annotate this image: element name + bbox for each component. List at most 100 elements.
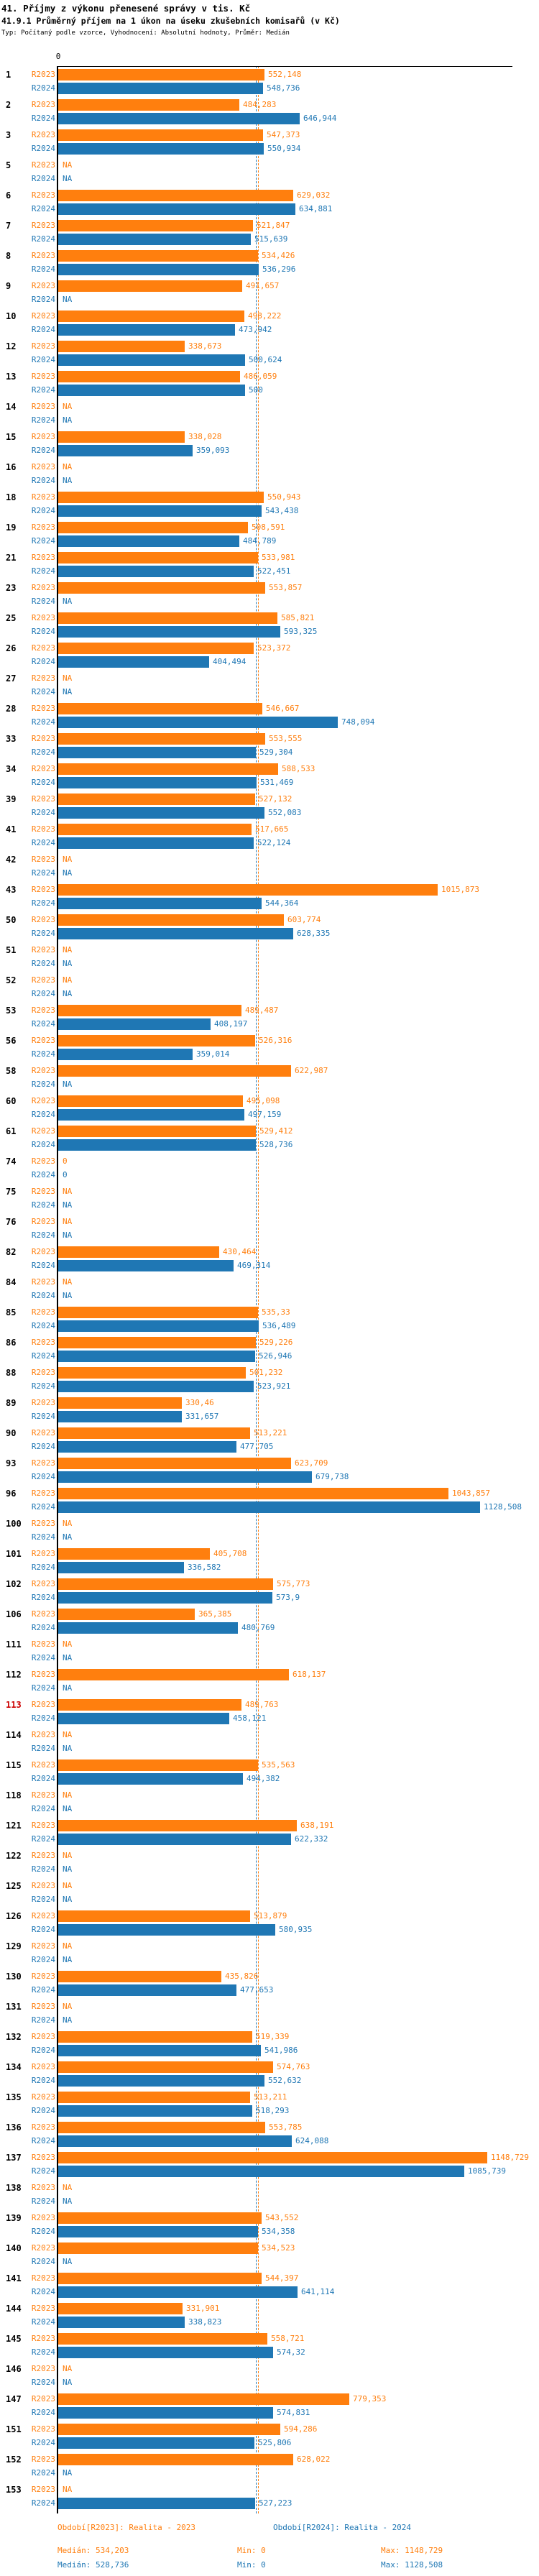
series-label-r2024: R2024 [31, 1321, 55, 1330]
row-number: 26 [6, 643, 17, 653]
row-number: 138 [6, 2183, 22, 2193]
value-label-r2024: NA [63, 1532, 73, 1542]
median-line-r2024 [255, 66, 257, 2513]
series-label-r2023: R2023 [31, 2304, 55, 2313]
row-number: 82 [6, 1247, 17, 1257]
bar-r2024 [58, 1320, 259, 1332]
series-label-r2023: R2023 [31, 553, 55, 562]
row-number: 74 [6, 1156, 17, 1167]
row-number: 102 [6, 1579, 22, 1589]
bar-r2024 [58, 717, 338, 728]
series-label-r2024: R2024 [31, 1291, 55, 1300]
series-label-r2023: R2023 [31, 1881, 55, 1890]
series-label-r2024: R2024 [31, 355, 55, 364]
value-label-r2024: 580,935 [279, 1925, 313, 1934]
series-label-r2024: R2024 [31, 1230, 55, 1240]
value-label-r2023: 495,098 [247, 1096, 280, 1105]
value-label-r2024: NA [63, 1744, 73, 1753]
row-number: 144 [6, 2304, 22, 2314]
series-label-r2024: R2024 [31, 748, 55, 757]
bar-r2024 [58, 807, 264, 819]
series-label-r2023: R2023 [31, 1972, 55, 1981]
series-label-r2023: R2023 [31, 1217, 55, 1226]
series-label-r2023: R2023 [31, 432, 55, 441]
series-label-r2024: R2024 [31, 174, 55, 183]
value-label-r2024: 477,705 [240, 1442, 274, 1451]
value-label-r2024: 527,223 [259, 2498, 292, 2508]
value-label-r2024: 526,946 [259, 1351, 292, 1361]
value-label-r2023: NA [63, 1187, 73, 1196]
row-number: 6 [6, 190, 11, 201]
series-label-r2024: R2024 [31, 476, 55, 485]
value-label-r2023: 638,191 [300, 1821, 334, 1830]
value-label-r2023: 517,665 [255, 824, 289, 834]
value-label-r2023: 588,533 [282, 764, 315, 773]
series-label-r2024: R2024 [31, 2166, 55, 2176]
series-label-r2024: R2024 [31, 1110, 55, 1119]
row-number: 122 [6, 1851, 22, 1861]
series-label-r2024: R2024 [31, 2498, 55, 2508]
value-label-r2024: 359,093 [196, 446, 230, 455]
series-label-r2023: R2023 [31, 100, 55, 109]
value-label-r2024: 574,32 [277, 2347, 305, 2357]
series-label-r2024: R2024 [31, 1049, 55, 1059]
bar-r2023 [58, 99, 239, 111]
bar-r2023 [58, 1367, 246, 1379]
bar-r2024 [58, 505, 262, 517]
bar-r2023 [58, 884, 438, 896]
value-label-r2024: 494,382 [247, 1774, 280, 1783]
series-label-r2023: R2023 [31, 2153, 55, 2162]
series-label-r2024: R2024 [31, 2347, 55, 2357]
series-label-r2024: R2024 [31, 1593, 55, 1602]
bar-r2023 [58, 2393, 349, 2405]
value-label-r2024: 408,197 [214, 1019, 248, 1029]
bar-r2023 [58, 763, 278, 775]
value-label-r2024: 473,942 [239, 325, 272, 334]
value-label-r2023: NA [63, 2485, 73, 2494]
value-label-r2023: 558,721 [271, 2334, 305, 2343]
value-label-r2023: NA [63, 1941, 73, 1951]
value-label-r2024: 528,736 [259, 1140, 293, 1149]
row-number: 3 [6, 130, 11, 140]
value-label-r2024: NA [63, 415, 73, 425]
value-label-r2023: 1148,729 [491, 2153, 529, 2162]
value-label-r2023: NA [63, 855, 73, 864]
value-label-r2023: 534,523 [262, 2243, 295, 2253]
y-axis-line [57, 66, 58, 2513]
value-label-r2023: NA [63, 1217, 73, 1226]
series-label-r2023: R2023 [31, 402, 55, 411]
row-number: 19 [6, 523, 17, 533]
value-label-r2024: 550,934 [267, 144, 301, 153]
value-label-r2023: 330,46 [185, 1398, 214, 1407]
bar-r2023 [58, 1005, 241, 1016]
bar-r2024 [58, 203, 295, 215]
value-label-r2024: 518,293 [256, 2106, 290, 2115]
series-label-r2024: R2024 [31, 1200, 55, 1210]
series-label-r2023: R2023 [31, 2394, 55, 2404]
series-label-r2023: R2023 [31, 945, 55, 954]
value-label-r2024: NA [63, 1230, 73, 1240]
value-label-r2023: NA [63, 2183, 73, 2192]
row-number: 100 [6, 1519, 22, 1529]
bar-r2024 [58, 1109, 244, 1121]
value-label-r2023: 553,555 [269, 734, 303, 743]
value-label-r2024: 1128,508 [484, 1502, 522, 1512]
series-label-r2023: R2023 [31, 372, 55, 381]
series-label-r2024: R2024 [31, 2257, 55, 2266]
series-label-r2023: R2023 [31, 1156, 55, 1166]
value-label-r2023: 430,464 [223, 1247, 257, 1256]
bar-r2023 [58, 1910, 250, 1922]
series-label-r2023: R2023 [31, 251, 55, 260]
value-label-r2023: 629,032 [297, 190, 331, 200]
series-label-r2023: R2023 [31, 2122, 55, 2132]
series-label-r2024: R2024 [31, 446, 55, 455]
bar-r2023 [58, 914, 284, 926]
series-label-r2024: R2024 [31, 929, 55, 938]
value-label-r2023: 779,353 [353, 2394, 387, 2404]
row-number: 139 [6, 2213, 22, 2223]
bar-r2024 [58, 2407, 273, 2419]
row-number: 136 [6, 2122, 22, 2133]
row-number: 13 [6, 372, 17, 382]
bar-r2023 [58, 1337, 256, 1348]
value-label-r2024: 484,789 [243, 536, 277, 546]
